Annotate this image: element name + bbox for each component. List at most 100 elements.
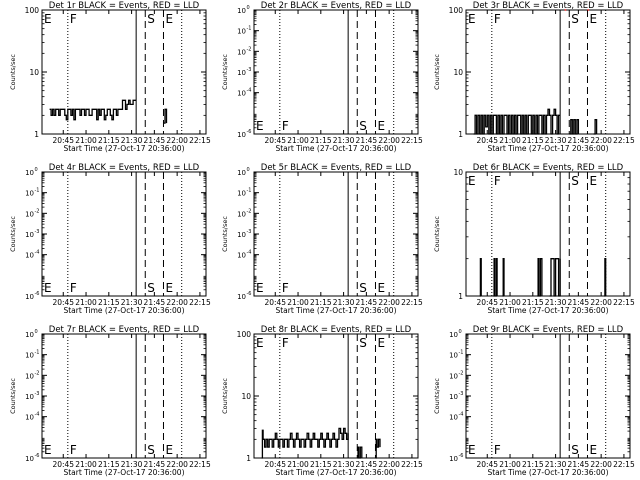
marker-label: S [147,443,155,457]
y-tick-exponent: -2 [247,46,252,52]
y-tick-base: 10 [237,293,246,301]
y-tick-base: 10 [237,28,246,36]
marker-label: S [147,12,155,26]
y-axis-label: Counts/sec [433,216,441,252]
y-tick-base: 10 [237,69,246,77]
marker-label: E [165,12,173,26]
corner-label: E [468,12,476,26]
x-axis-label: Start Time (27-Oct-17 20:36:00) [275,306,396,315]
y-axis-label: Counts/sec [433,54,441,90]
corner-label: E [256,119,264,133]
y-tick-base: 10 [25,331,34,339]
y-tick-label: 10 [25,190,34,198]
y-tick-label: 10 [237,131,246,139]
corner-label: E [44,443,52,457]
y-tick-exponent: -3 [247,229,252,235]
x-tick-label: 22:00 [166,136,188,145]
x-tick-label: 22:00 [166,298,188,307]
y-tick-base: 10 [449,352,458,360]
x-tick-label: 21:30 [121,460,143,469]
x-axis-label: Start Time (27-Oct-17 20:36:00) [275,468,396,477]
x-tick-label: 21:30 [333,298,355,307]
x-tick-label: 21:45 [568,136,590,145]
marker-label: E [377,281,385,295]
corner-label: E [256,336,264,350]
marker-label: F [282,281,289,295]
x-tick-label: 21:15 [522,298,544,307]
y-tick-exponent: -4 [247,250,252,256]
y-tick-exponent: 0 [35,167,38,173]
x-tick-label: 22:15 [613,136,635,145]
x-tick-label: 22:00 [590,298,612,307]
y-tick-label: 10 [237,69,246,77]
x-tick-label: 22:15 [401,298,423,307]
marker-label: F [494,443,501,457]
y-tick-label: 10 [25,252,34,260]
y-tick-base: 10 [25,231,34,239]
corner-label: E [468,443,476,457]
x-tick-label: 21:15 [98,136,120,145]
y-tick-label: 10 [237,169,246,177]
x-tick-label: 22:00 [378,460,400,469]
y-tick-base: 10 [237,252,246,260]
marker-label: E [165,443,173,457]
chart-title: Det 2r BLACK = Events, RED = LLD [261,1,412,11]
x-tick-label: 21:00 [287,298,309,307]
x-tick-label: 21:15 [98,298,120,307]
y-tick-base: 10 [237,190,246,198]
x-axis-label: Start Time (27-Oct-17 20:36:00) [63,468,184,477]
marker-label: F [494,12,501,26]
series-line-4 [537,258,543,297]
corner-label: E [44,281,52,295]
x-axis-label: Start Time (27-Oct-17 20:36:00) [63,306,184,315]
y-axis-label: Counts/sec [433,378,441,414]
x-tick-label: 21:45 [568,460,590,469]
corner-label: E [468,174,476,188]
x-tick-label: 21:15 [522,460,544,469]
y-axis-label: Counts/sec [9,378,17,414]
series-line-1 [49,99,137,121]
y-tick-exponent: -2 [459,370,464,376]
y-tick-exponent: -2 [35,370,40,376]
y-tick-label: 10 [449,455,458,463]
y-tick-label: 100 [237,330,252,339]
chart-title: Det 4r BLACK = Events, RED = LLD [49,163,200,173]
marker-label: S [359,336,367,350]
y-tick-label: 1 [246,454,251,463]
series-line-5 [549,258,561,297]
marker-label: F [282,119,289,133]
series-line-6 [604,258,607,297]
y-tick-base: 10 [237,169,246,177]
marker-label: F [70,443,77,457]
chart-title: Det 9r BLACK = Events, RED = LLD [473,325,624,335]
y-tick-label: 10 [453,68,463,77]
y-tick-label: 10 [449,393,458,401]
y-tick-label: 10 [29,68,39,77]
y-tick-exponent: -1 [35,188,40,194]
y-tick-base: 10 [25,252,34,260]
x-tick-label: 22:15 [401,460,423,469]
x-tick-label: 21:15 [310,136,332,145]
y-tick-exponent: -6 [35,291,40,297]
y-tick-label: 10 [25,169,34,177]
y-tick-exponent: -3 [35,391,40,397]
x-tick-label: 20:45 [264,298,286,307]
marker-label: E [589,12,597,26]
marker-label: E [165,281,173,295]
y-tick-label: 10 [237,90,246,98]
x-axis-label: Start Time (27-Oct-17 20:36:00) [63,144,184,153]
corner-label: E [256,281,264,295]
y-tick-base: 10 [25,414,34,422]
series-line-1 [479,258,482,297]
x-tick-label: 21:45 [144,460,166,469]
marker-label: E [377,119,385,133]
x-tick-label: 20:45 [264,136,286,145]
y-tick-label: 10 [241,392,251,401]
x-tick-label: 21:00 [75,136,97,145]
series-line-3 [502,258,505,297]
y-tick-exponent: -4 [35,250,40,256]
x-tick-label: 20:45 [264,460,286,469]
